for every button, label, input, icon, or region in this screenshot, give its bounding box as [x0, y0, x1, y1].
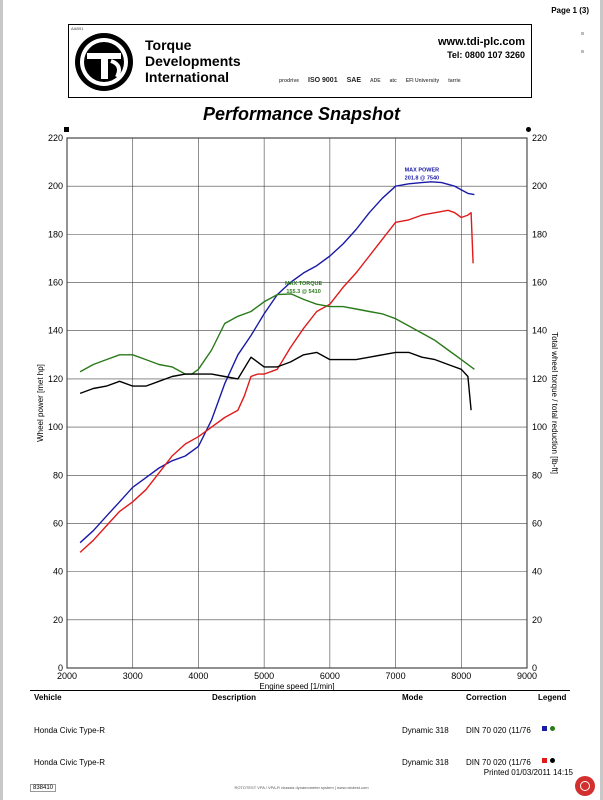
x-tick-label: 7000 [386, 671, 406, 681]
x-tick-label: 9000 [517, 671, 537, 681]
col-vehicle: Vehicle [34, 693, 62, 702]
certification-logos: prodrive ISO 9001 SAE ADE atc EFI Univer… [279, 77, 461, 84]
series-line-3 [79, 351, 472, 411]
legend-swatch-green [550, 726, 555, 731]
col-legend: Legend [538, 693, 567, 702]
y-tick-label-right: 20 [532, 615, 542, 625]
header-banner: AAB91 Torque Developments International … [68, 24, 532, 98]
row-mode: Dynamic 318 [402, 758, 449, 767]
telephone: Tel: 0800 107 3260 [447, 50, 525, 60]
annotation-0: 201.8 @ 7540 [405, 176, 439, 182]
plot-area [66, 137, 528, 669]
y-tick-label-left: 160 [48, 278, 63, 288]
x-tick-label: 5000 [254, 671, 274, 681]
row-correction: DIN 70 020 (11/76 [466, 726, 531, 735]
row-vehicle: Honda Civic Type-R [34, 758, 105, 767]
cert-prodrive: prodrive [279, 77, 300, 84]
cert-ade: ADE [370, 77, 381, 84]
x-tick-label: 4000 [188, 671, 208, 681]
footer-text: ROTOTEST VPA / VPA-R chassis dynamometer… [234, 785, 369, 790]
series-line-2 [79, 293, 475, 375]
cert-sae: SAE [346, 77, 361, 84]
x-tick-label: 8000 [451, 671, 471, 681]
y-tick-label-left: 180 [48, 229, 63, 239]
table-row: Honda Civic Type-R Dynamic 318 DIN 70 02… [30, 726, 590, 738]
header-code: AAB91 [71, 26, 84, 31]
corner-marker [64, 127, 69, 132]
y-tick-label-left: 220 [48, 133, 63, 143]
x-tick-label: 2000 [57, 671, 77, 681]
y-tick-label-right: 220 [532, 133, 547, 143]
table-header: Vehicle Description Mode Correction Lege… [30, 690, 570, 705]
y-tick-label-right: 140 [532, 326, 547, 336]
y-tick-label-right: 100 [532, 422, 547, 432]
website-link[interactable]: www.tdi-plc.com [438, 36, 525, 48]
table-row: Honda Civic Type-R Dynamic 318 DIN 70 02… [30, 758, 590, 770]
printed-date: Printed 01/03/2011 14:15 [483, 768, 573, 777]
x-tick-label: 6000 [320, 671, 340, 681]
cert-atc: atc [389, 77, 397, 84]
legend-swatch-red [542, 758, 547, 763]
annotation-1: 155.3 @ 5410 [286, 289, 320, 295]
cert-tarrie: tarrie [448, 77, 461, 84]
y-tick-label-right: 80 [532, 470, 542, 480]
chart-title: Performance Snapshot [202, 104, 401, 124]
legend-swatch-black [550, 758, 555, 763]
y-tick-label-left: 100 [48, 422, 63, 432]
annotation-0: MAX POWER [405, 168, 440, 174]
y-tick-label-right: 60 [532, 518, 542, 528]
row-correction: DIN 70 020 (11/76 [466, 758, 531, 767]
x-tick-label: 3000 [123, 671, 143, 681]
col-mode: Mode [402, 693, 423, 702]
y-tick-label-left: 60 [53, 518, 63, 528]
y-tick-label-left: 200 [48, 181, 63, 191]
y-axis-label-right: Total wheel torque / total reduction [lb… [550, 332, 559, 474]
corner-mark [581, 50, 584, 53]
rototest-seal-icon [575, 776, 595, 796]
corner-mark [581, 32, 584, 35]
legend-swatch-blue [542, 726, 547, 731]
y-tick-label-left: 40 [53, 567, 63, 577]
annotation-1: MAX TORQUE [285, 281, 323, 287]
col-description: Description [212, 693, 257, 702]
y-tick-label-left: 20 [53, 615, 63, 625]
y-tick-label-right: 120 [532, 374, 547, 384]
x-axis-label: Engine speed [1/min] [259, 682, 334, 690]
y-tick-label-left: 0 [58, 663, 63, 673]
y-tick-label-right: 0 [532, 663, 537, 673]
cert-iso: ISO 9001 [308, 77, 338, 84]
y-tick-label-right: 180 [532, 229, 547, 239]
col-correction: Correction [466, 693, 507, 702]
y-tick-label-left: 140 [48, 326, 63, 336]
page-number: Page 1 (3) [551, 6, 589, 15]
report-code: 838410 [30, 784, 57, 792]
y-tick-label-right: 160 [532, 278, 547, 288]
cert-efi: EFI University [405, 77, 440, 84]
series-line-1 [79, 209, 474, 553]
series-line-0 [79, 181, 475, 544]
y-axis-label-left: Wheel power [met hp] [36, 364, 45, 442]
y-tick-label-left: 80 [53, 470, 63, 480]
y-tick-label-left: 120 [48, 374, 63, 384]
company-name: Torque Developments International [145, 37, 241, 85]
row-mode: Dynamic 318 [402, 726, 449, 735]
y-tick-label-right: 200 [532, 181, 547, 191]
y-tick-label-right: 40 [532, 567, 542, 577]
corner-marker [526, 127, 531, 132]
row-vehicle: Honda Civic Type-R [34, 726, 105, 735]
company-logo-icon [75, 33, 133, 91]
